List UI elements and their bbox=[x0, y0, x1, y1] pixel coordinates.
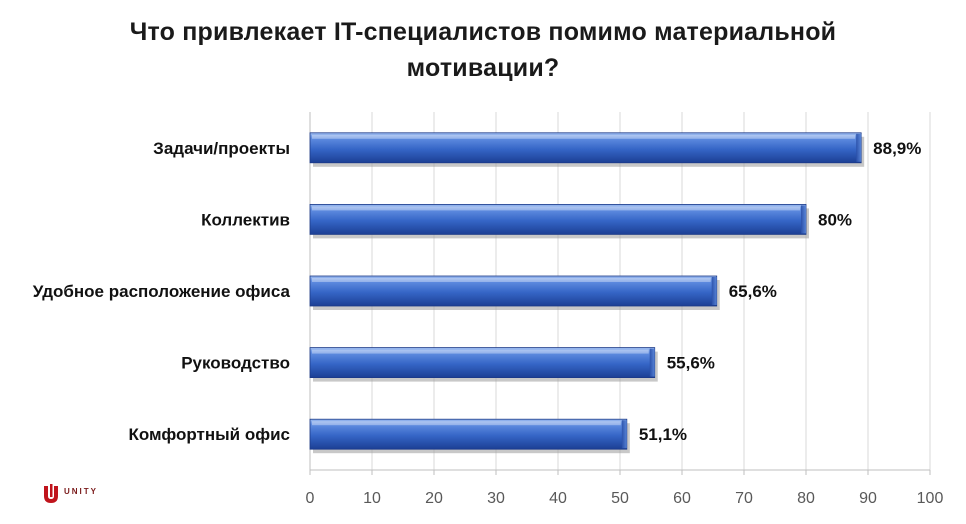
bar bbox=[309, 132, 865, 167]
x-tick-label: 0 bbox=[306, 490, 315, 507]
bar-body bbox=[309, 203, 807, 235]
category-label: Комфортный офис bbox=[128, 425, 290, 444]
x-tick-label: 100 bbox=[917, 490, 944, 507]
x-tick-label: 10 bbox=[363, 490, 381, 507]
bar-end-cap bbox=[649, 348, 655, 377]
bar bbox=[309, 347, 658, 382]
x-tick-label: 70 bbox=[735, 490, 753, 507]
chart-title: Что привлекает IT-специалистов помимо ма… bbox=[0, 14, 966, 86]
bar-body bbox=[309, 275, 718, 307]
x-tick-label: 30 bbox=[487, 490, 505, 507]
chart-title-line1: Что привлекает IT-специалистов помимо ма… bbox=[129, 18, 837, 46]
bar-end-cap bbox=[621, 420, 627, 449]
category-label: Задачи/проекты bbox=[153, 139, 290, 158]
value-label: 88,9% bbox=[873, 139, 921, 158]
unity-logo-icon bbox=[44, 484, 58, 503]
bar-highlight bbox=[312, 278, 711, 282]
bar-highlight bbox=[312, 206, 800, 211]
bar-highlight bbox=[312, 421, 621, 426]
bar-end-cap bbox=[801, 205, 806, 234]
category-label: Руководство bbox=[181, 354, 290, 373]
value-label: 65,6% bbox=[729, 282, 777, 301]
bar-end-cap bbox=[711, 277, 717, 305]
bar-highlight bbox=[312, 134, 856, 139]
bar-highlight bbox=[312, 349, 649, 354]
value-label: 80% bbox=[818, 210, 852, 229]
x-tick-label: 60 bbox=[673, 490, 691, 507]
bar-body bbox=[309, 347, 656, 379]
logo-text: UNITY bbox=[64, 487, 98, 496]
value-label: 51,1% bbox=[639, 425, 687, 444]
category-label: Коллектив bbox=[201, 210, 290, 229]
bar-body bbox=[309, 418, 628, 450]
bar-end-cap bbox=[856, 133, 862, 162]
value-label: 55,6% bbox=[667, 354, 715, 373]
x-tick-label: 50 bbox=[611, 490, 629, 507]
bar bbox=[309, 275, 720, 310]
x-tick-label: 80 bbox=[797, 490, 815, 507]
bar bbox=[309, 203, 809, 239]
x-tick-label: 90 bbox=[859, 490, 877, 507]
x-tick-label: 20 bbox=[425, 490, 443, 507]
category-label: Удобное расположение офиса bbox=[33, 282, 291, 301]
chart-title-line2: мотивации? bbox=[406, 54, 560, 82]
x-tick-label: 40 bbox=[549, 490, 567, 507]
bar bbox=[309, 418, 630, 454]
